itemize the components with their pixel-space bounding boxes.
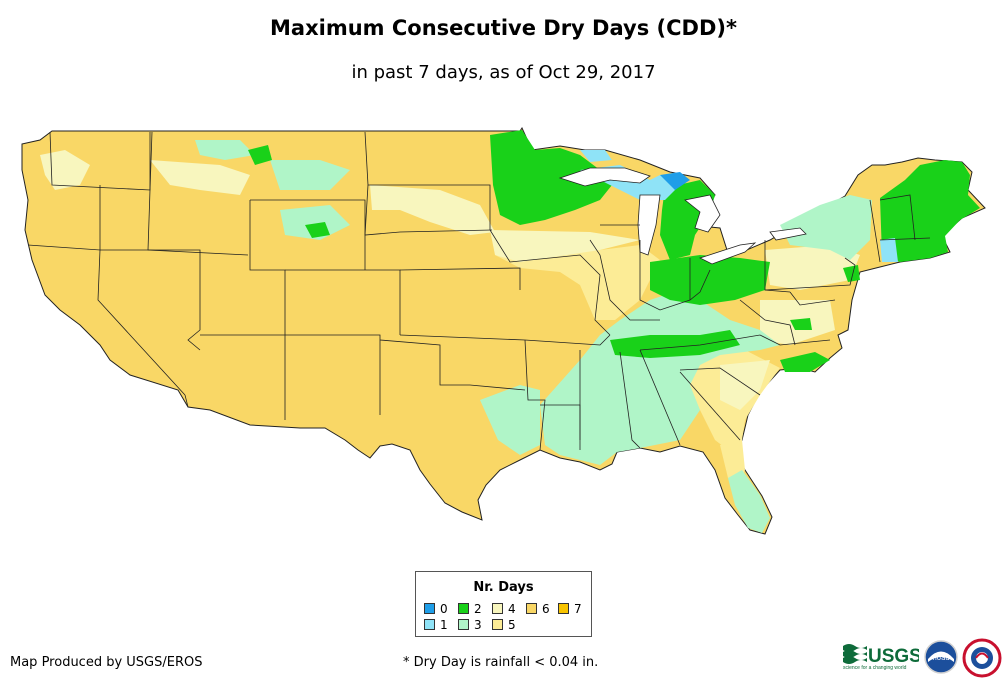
credit-text: Map Produced by USGS/EROS [10, 655, 203, 670]
legend-item-0: 0 [424, 603, 448, 615]
zone-4-days [490, 230, 640, 262]
zone-2-days [650, 255, 770, 305]
legend-swatch [424, 603, 435, 614]
legend-swatch [492, 603, 503, 614]
zone-2-days [880, 160, 980, 262]
zone-4-days [765, 245, 860, 290]
zone-2-days [610, 330, 740, 358]
zone-2-days [305, 222, 330, 238]
legend-label: 6 [542, 602, 550, 616]
legend-item-4: 4 [492, 603, 516, 615]
zone-4-days [150, 160, 250, 195]
zone-2-days [780, 352, 830, 372]
lake-huron [684, 194, 721, 233]
legend: Nr. Days 0 1 2 3 4 5 6 7 [415, 571, 592, 637]
legend-label: 2 [474, 602, 482, 616]
zone-1-day [880, 238, 898, 262]
lake-ontario [769, 227, 807, 241]
legend-label: 4 [508, 602, 516, 616]
svg-text:USGS: USGS [868, 646, 919, 667]
legend-item-5: 5 [492, 619, 516, 631]
legend-swatch [458, 619, 469, 630]
zone-3-days [480, 385, 540, 455]
legend-label: 5 [508, 618, 516, 632]
legend-label: 0 [440, 602, 448, 616]
legend-title: Nr. Days [473, 580, 534, 595]
map-title: Maximum Consecutive Dry Days (CDD)* [270, 16, 737, 40]
legend-item-6: 6 [526, 603, 550, 615]
map-subtitle: in past 7 days, as of Oct 29, 2017 [351, 62, 656, 83]
zone-5-days [495, 245, 660, 320]
zone-3-days [728, 470, 770, 533]
legend-swatch [458, 603, 469, 614]
legend-item-1: 1 [424, 619, 448, 631]
zone-0-days [660, 172, 690, 190]
state-boundaries [27, 131, 931, 451]
zone-2-days [248, 145, 272, 165]
zone-1-day [580, 150, 612, 162]
legend-item-3: 3 [458, 619, 482, 631]
usgs-logo: USGS science for a changing world [843, 644, 919, 671]
zone-3-days [270, 160, 350, 190]
legend-label: 3 [474, 618, 482, 632]
zone-3-days [280, 205, 350, 240]
zone-4-days [370, 185, 495, 235]
noaa-logo: noaa [924, 640, 958, 674]
zone-3-days [195, 140, 255, 160]
footnote-text: * Dry Day is rainfall < 0.04 in. [403, 655, 599, 670]
svg-text:science for a changing world: science for a changing world [843, 665, 907, 671]
legend-swatch [558, 603, 569, 614]
us-dry-days-map [21, 126, 986, 535]
legend-label: 7 [574, 602, 582, 616]
legend-swatch [424, 619, 435, 630]
lake-superior [558, 167, 651, 187]
lake-erie [698, 242, 757, 265]
zone-2-days [843, 265, 860, 282]
zone-2-days [790, 318, 812, 330]
zone-3-days [780, 195, 872, 260]
svg-text:noaa: noaa [932, 654, 949, 662]
zone-5-days [720, 440, 745, 482]
zone-2-days [490, 130, 620, 225]
zone-4-days [40, 150, 90, 190]
legend-item-7: 7 [558, 603, 582, 615]
legend-label: 1 [440, 618, 448, 632]
legend-swatch [526, 603, 537, 614]
legend-item-2: 2 [458, 603, 482, 615]
nws-logo [962, 638, 1002, 678]
legend-swatch [492, 619, 503, 630]
